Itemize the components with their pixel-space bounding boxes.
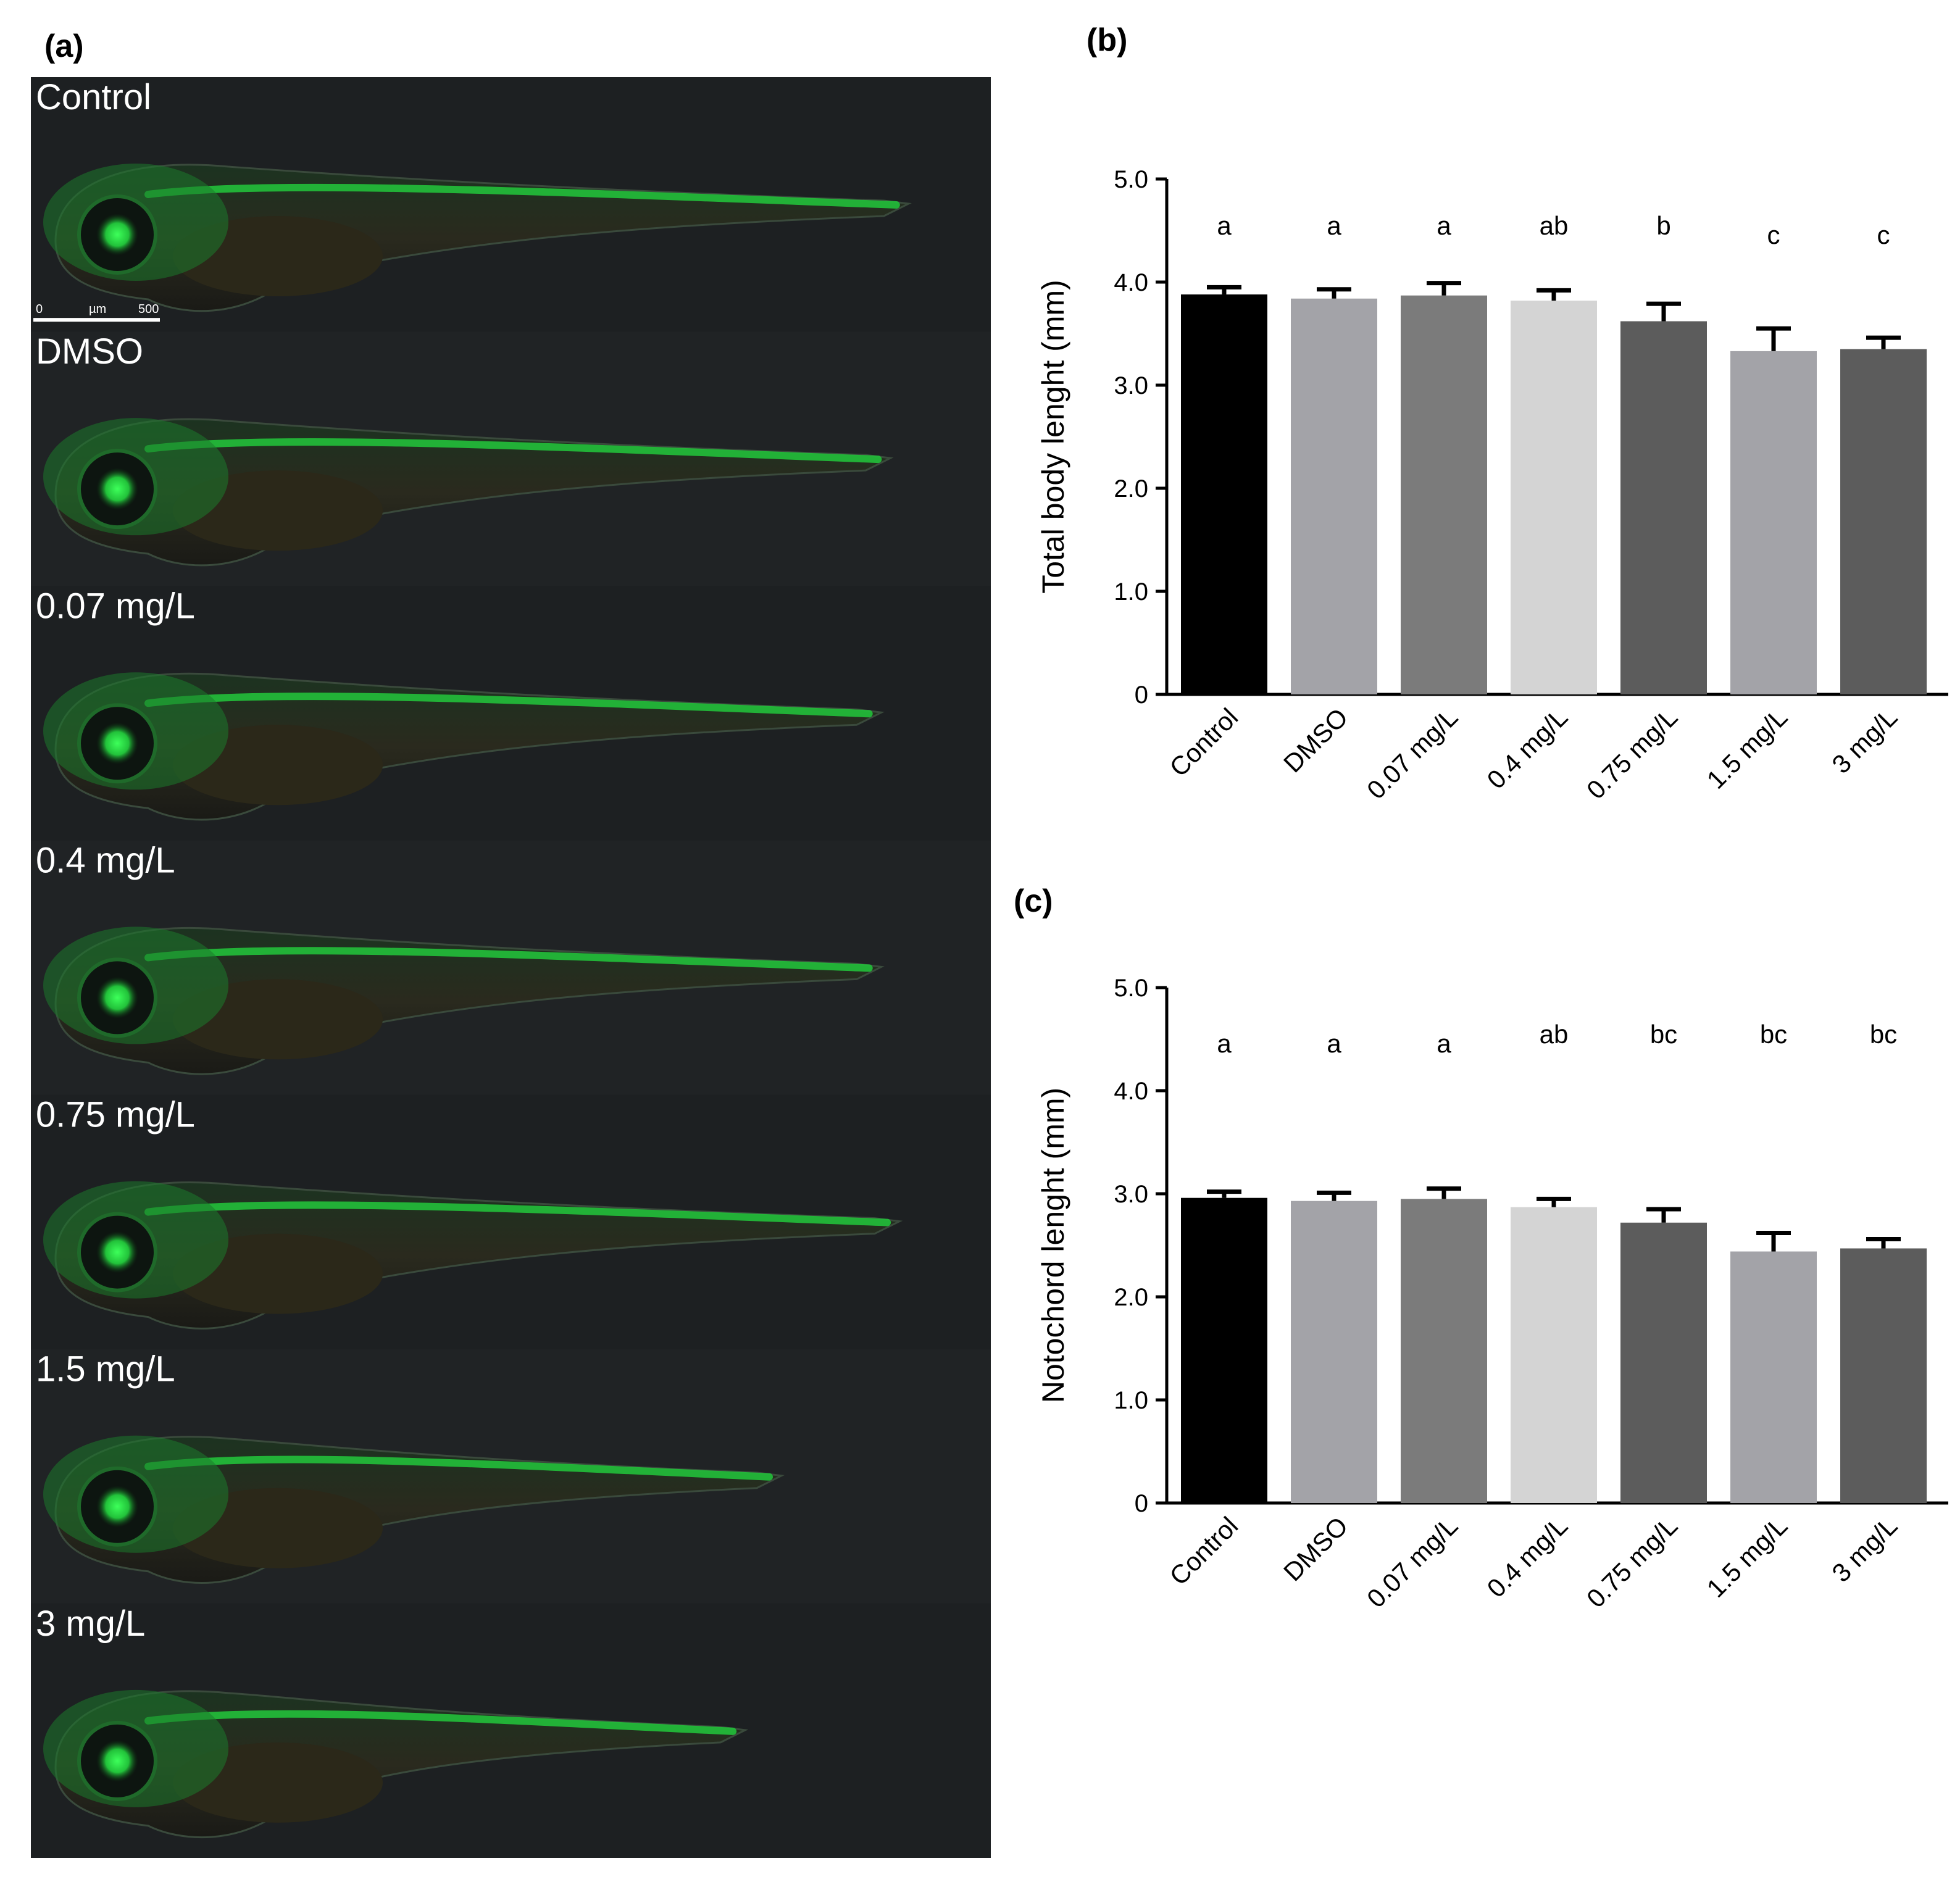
- bar: [1401, 1199, 1487, 1503]
- x-tick-label: Control: [1164, 702, 1243, 782]
- x-tick-label: 1.5 mg/L: [1701, 702, 1793, 794]
- significance-letter: bc: [1870, 1020, 1897, 1049]
- bar: [1291, 298, 1377, 695]
- scale-bar-label: 500: [138, 302, 159, 316]
- y-tick-label: 2.0: [1114, 475, 1148, 502]
- larva-eye-fluorescence: [96, 1739, 138, 1782]
- y-tick-label: 3.0: [1114, 372, 1148, 399]
- y-tick-label: 5.0: [1114, 975, 1148, 1002]
- y-tick-label: 1.0: [1114, 578, 1148, 606]
- y-tick-label: 5.0: [1114, 166, 1148, 193]
- significance-letter: b: [1656, 211, 1670, 240]
- larva-fluorescence: [144, 438, 882, 464]
- larva-eye-fluorescence: [96, 468, 138, 510]
- larva-fluorescence: [144, 1201, 891, 1226]
- y-tick-label: 0: [1135, 1490, 1148, 1517]
- significance-letter: bc: [1760, 1020, 1787, 1049]
- x-tick-label: 3 mg/L: [1826, 1511, 1903, 1588]
- bar: [1291, 1201, 1377, 1503]
- significance-letter: ab: [1540, 1020, 1569, 1049]
- panel-letter-b: (b): [1086, 22, 1128, 58]
- bar: [1730, 1251, 1817, 1503]
- bar: [1511, 301, 1597, 694]
- bar: [1401, 295, 1487, 695]
- significance-letter: c: [1767, 220, 1780, 249]
- significance-letter: c: [1877, 220, 1890, 249]
- y-axis-label: Notochord lenght (mm): [1036, 1088, 1070, 1403]
- micrograph-label: 0.07 mg/L: [36, 586, 195, 626]
- significance-letter: a: [1217, 1029, 1232, 1058]
- x-tick-label: 0.4 mg/L: [1482, 1511, 1574, 1603]
- significance-letter: a: [1327, 1029, 1341, 1058]
- larva-fluorescence: [144, 947, 873, 972]
- x-tick-label: Control: [1164, 1511, 1243, 1591]
- x-tick-label: 0.07 mg/L: [1361, 1511, 1463, 1613]
- y-tick-label: 4.0: [1114, 269, 1148, 296]
- micrograph-label: DMSO: [36, 331, 143, 372]
- bar: [1620, 1222, 1707, 1503]
- micrograph-label: 0.4 mg/L: [36, 840, 175, 880]
- larva-fluorescence: [144, 693, 873, 718]
- micrograph-label: 0.75 mg/L: [36, 1095, 195, 1135]
- micrograph-label: 3 mg/L: [36, 1604, 145, 1644]
- scale-bar: [33, 318, 160, 322]
- bar: [1840, 349, 1927, 694]
- significance-letter: ab: [1540, 211, 1569, 240]
- significance-letter: a: [1327, 211, 1341, 240]
- x-tick-label: 0.4 mg/L: [1482, 702, 1574, 794]
- significance-letter: bc: [1650, 1020, 1677, 1049]
- y-tick-label: 0: [1135, 681, 1148, 709]
- bar: [1181, 294, 1267, 694]
- y-tick-label: 3.0: [1114, 1181, 1148, 1208]
- x-tick-label: 3 mg/L: [1826, 702, 1903, 779]
- panel-letter-a: (a): [44, 28, 84, 64]
- x-tick-label: 0.75 mg/L: [1581, 702, 1683, 804]
- larva-eye-fluorescence: [96, 722, 138, 765]
- y-tick-label: 4.0: [1114, 1078, 1148, 1105]
- total-body-length-chart: 0 1.0 2.0 3.0 4.0 5.0 Total body lenght (mm) a C…: [1036, 166, 1948, 804]
- larva-eye-fluorescence: [96, 214, 138, 256]
- panel-letter-c: (c): [1014, 883, 1053, 919]
- x-tick-label: 0.07 mg/L: [1361, 702, 1463, 804]
- x-tick-label: DMSO: [1278, 1511, 1353, 1586]
- bar: [1511, 1207, 1597, 1503]
- scale-bar-label: µm: [89, 302, 106, 316]
- y-tick-label: 2.0: [1114, 1284, 1148, 1311]
- micrograph-panel: Control 0 µm 500 DMSO 0.07 mg/L 0.4 mg/L 0.75 m…: [31, 77, 991, 1858]
- bar: [1840, 1248, 1927, 1503]
- notochord-length-chart: 0 1.0 2.0 3.0 4.0 5.0 Notochord lenght (mm) a Co…: [1036, 975, 1948, 1613]
- bar: [1181, 1197, 1267, 1503]
- scale-bar-label: 0: [36, 302, 43, 316]
- significance-letter: a: [1437, 1029, 1451, 1058]
- x-tick-label: DMSO: [1278, 702, 1353, 778]
- x-tick-label: 0.75 mg/L: [1581, 1511, 1683, 1613]
- significance-letter: a: [1437, 211, 1451, 240]
- larva-eye-fluorescence: [96, 1485, 138, 1528]
- micrograph-label: 1.5 mg/L: [36, 1349, 175, 1389]
- bar: [1620, 321, 1707, 694]
- y-axis-label: Total body lenght (mm): [1036, 280, 1070, 594]
- micrograph-label: Control: [36, 77, 151, 117]
- y-tick-label: 1.0: [1114, 1387, 1148, 1414]
- x-tick-label: 1.5 mg/L: [1701, 1511, 1793, 1603]
- larva-eye-fluorescence: [96, 1231, 138, 1273]
- significance-letter: a: [1217, 211, 1232, 240]
- larva-eye-fluorescence: [96, 976, 138, 1019]
- larva-fluorescence: [144, 183, 900, 209]
- bar: [1730, 351, 1817, 694]
